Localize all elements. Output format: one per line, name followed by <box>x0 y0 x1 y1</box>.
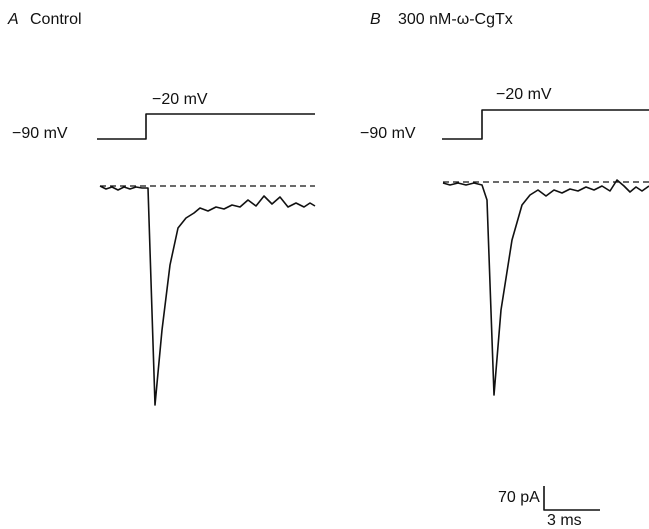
panel-letter: B <box>370 11 381 28</box>
current-scale-label: 70 pA <box>498 489 540 506</box>
panel-title: Control <box>30 11 82 28</box>
step-label: −20 mV <box>152 91 208 108</box>
voltage-step <box>97 113 315 140</box>
step-label: −20 mV <box>496 86 552 103</box>
panel-title: 300 nM-ω-CgTx <box>398 11 513 28</box>
voltage-step <box>442 109 649 140</box>
time-scale-label: 3 ms <box>547 512 582 529</box>
holding-label: −90 mV <box>12 125 68 142</box>
current-trace <box>99 185 316 406</box>
current-trace <box>442 179 649 396</box>
holding-label: −90 mV <box>360 125 416 142</box>
panel-letter: A <box>7 11 19 28</box>
scale-bar <box>543 486 600 511</box>
